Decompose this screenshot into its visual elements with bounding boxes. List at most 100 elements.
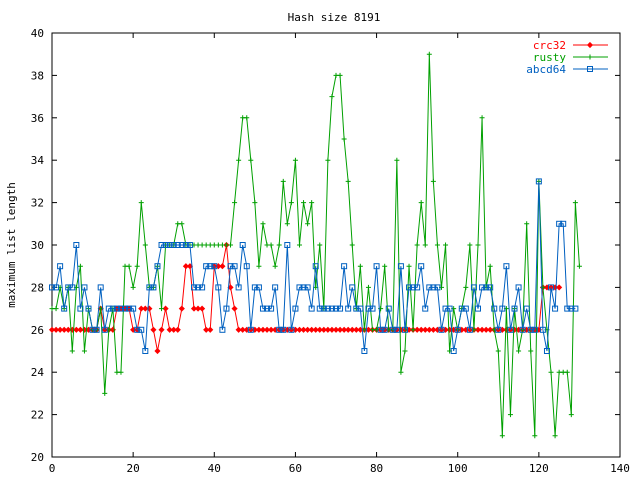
data-point-rusty <box>77 263 83 269</box>
data-point-crc32 <box>308 326 315 333</box>
data-point-abcd64 <box>207 263 214 270</box>
data-point-rusty <box>280 178 286 184</box>
data-point-abcd64 <box>564 305 571 312</box>
data-point-abcd64 <box>495 326 502 333</box>
data-point-crc32 <box>235 326 242 333</box>
data-point-abcd64 <box>203 263 210 270</box>
axis-ticks: 0 20 40 60 80 100 120 140 20 22 24 26 28 30 32 34 36 38 40 <box>31 27 630 475</box>
data-point-abcd64 <box>247 326 254 333</box>
data-point-rusty <box>252 200 258 206</box>
data-point-crc32 <box>138 305 145 312</box>
data-point-abcd64 <box>211 263 218 270</box>
data-point-rusty <box>410 327 416 333</box>
y-tick-label: 28 <box>31 281 44 294</box>
data-point-abcd64 <box>414 284 421 291</box>
data-point-abcd64 <box>117 305 124 312</box>
data-point-abcd64 <box>113 305 120 312</box>
data-point-crc32 <box>418 326 425 333</box>
data-point-abcd64 <box>251 284 258 291</box>
data-point-rusty <box>256 263 262 269</box>
data-point-rusty <box>524 221 530 227</box>
x-tick-label: 20 <box>127 462 140 475</box>
data-point-rusty <box>499 433 505 439</box>
data-point-rusty <box>516 348 522 354</box>
data-point-abcd64 <box>105 305 112 312</box>
data-point-abcd64 <box>333 305 339 312</box>
data-point-abcd64 <box>519 326 526 333</box>
data-point-abcd64 <box>109 305 116 312</box>
data-point-crc32 <box>203 326 210 333</box>
legend-marker-crc32 <box>586 41 594 49</box>
data-point-crc32 <box>320 326 327 333</box>
data-point-rusty <box>528 348 534 354</box>
data-point-abcd64 <box>89 326 96 333</box>
data-point-rusty <box>487 263 493 269</box>
data-point-abcd64 <box>458 305 465 312</box>
data-point-abcd64 <box>130 305 137 312</box>
data-point-rusty <box>349 242 355 248</box>
data-point-abcd64 <box>308 305 315 312</box>
legend-label-abcd64: abcd64 <box>526 63 566 76</box>
data-point-abcd64 <box>199 284 206 291</box>
data-point-rusty <box>398 369 404 375</box>
data-point-rusty <box>53 306 59 312</box>
data-point-rusty <box>548 369 554 375</box>
series-group <box>48 51 582 439</box>
data-point-abcd64 <box>195 284 202 291</box>
data-point-rusty <box>159 306 165 312</box>
data-point-crc32 <box>430 326 437 333</box>
data-point-abcd64 <box>182 242 189 248</box>
data-point-abcd64 <box>215 284 222 291</box>
legend-label-rusty: rusty <box>533 51 566 64</box>
data-point-rusty <box>532 433 538 439</box>
data-point-crc32 <box>345 326 352 333</box>
data-point-rusty <box>418 200 424 206</box>
y-tick-label: 20 <box>31 451 44 464</box>
data-point-crc32 <box>336 326 344 333</box>
data-point-rusty <box>288 200 294 206</box>
data-point-abcd64 <box>292 305 299 312</box>
data-point-abcd64 <box>276 326 283 333</box>
data-point-abcd64 <box>49 284 55 291</box>
data-point-abcd64 <box>85 305 92 312</box>
y-tick-label: 24 <box>31 366 45 379</box>
data-point-abcd64 <box>393 326 400 333</box>
series-rusty <box>49 51 582 439</box>
data-point-abcd64 <box>255 284 262 291</box>
data-point-abcd64 <box>450 348 457 354</box>
data-point-abcd64 <box>186 242 193 248</box>
data-point-crc32 <box>478 326 486 333</box>
data-point-abcd64 <box>568 305 575 312</box>
data-point-abcd64 <box>381 326 388 333</box>
data-point-rusty <box>434 242 440 248</box>
data-point-crc32 <box>324 326 331 333</box>
data-point-rusty <box>260 221 266 227</box>
data-point-abcd64 <box>361 348 368 354</box>
data-point-abcd64 <box>406 284 413 291</box>
data-point-rusty <box>305 221 311 227</box>
data-point-abcd64 <box>345 305 352 312</box>
data-point-abcd64 <box>174 242 181 248</box>
data-point-abcd64 <box>259 305 266 312</box>
data-point-crc32 <box>166 326 173 333</box>
data-point-crc32 <box>48 326 56 333</box>
data-point-rusty <box>276 242 282 248</box>
data-point-rusty <box>463 284 469 290</box>
data-point-abcd64 <box>57 263 64 270</box>
data-point-crc32 <box>332 326 340 333</box>
data-point-abcd64 <box>178 242 185 248</box>
data-point-rusty <box>142 242 148 248</box>
data-point-abcd64 <box>126 305 133 312</box>
data-point-rusty <box>272 263 278 269</box>
data-point-abcd64 <box>410 284 417 291</box>
data-point-crc32 <box>255 326 262 333</box>
data-point-abcd64 <box>337 305 344 312</box>
data-point-crc32 <box>61 326 68 333</box>
x-tick-label: 60 <box>289 462 302 475</box>
data-point-crc32 <box>231 305 238 312</box>
data-point-crc32 <box>182 263 189 270</box>
data-point-abcd64 <box>73 242 80 248</box>
series-crc32 <box>48 241 563 355</box>
data-point-abcd64 <box>324 305 331 312</box>
data-point-abcd64 <box>227 263 234 270</box>
